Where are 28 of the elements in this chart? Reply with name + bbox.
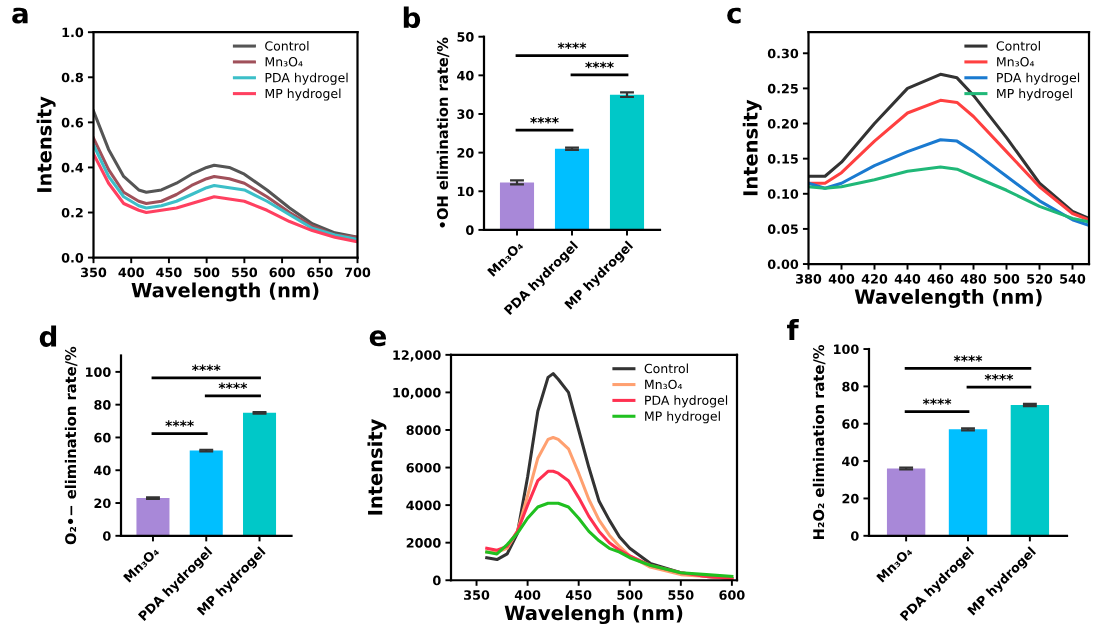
y-axis-title: Intensity	[742, 99, 762, 196]
line-series	[485, 469, 734, 580]
x-axis-title: Wavelength (nm)	[131, 282, 319, 302]
bar	[499, 182, 535, 230]
bar	[886, 468, 926, 536]
chart-title: e	[369, 330, 386, 347]
line-series	[808, 72, 1089, 220]
chart-title: b	[403, 6, 421, 29]
y-axis-title: Intensity	[367, 419, 387, 515]
bar	[948, 429, 988, 536]
chart-title: f	[787, 318, 799, 341]
bar	[136, 498, 170, 536]
bar	[1010, 405, 1050, 536]
bar	[189, 450, 223, 536]
line-series	[808, 98, 1089, 222]
y-axis-title: Intensity	[36, 96, 56, 192]
bar	[243, 412, 277, 536]
line-series	[808, 138, 1089, 227]
bar	[554, 148, 590, 230]
chart-title: d	[39, 325, 57, 347]
line-series	[808, 165, 1089, 224]
chart-title: c	[727, 7, 741, 24]
x-axis-title: Wavelengh (nm)	[504, 605, 683, 625]
bar	[609, 94, 645, 230]
x-axis-title: Wavelength (nm)	[854, 288, 1042, 308]
line-series	[93, 109, 358, 239]
line-series	[485, 501, 734, 579]
chart-title: a	[12, 7, 28, 24]
